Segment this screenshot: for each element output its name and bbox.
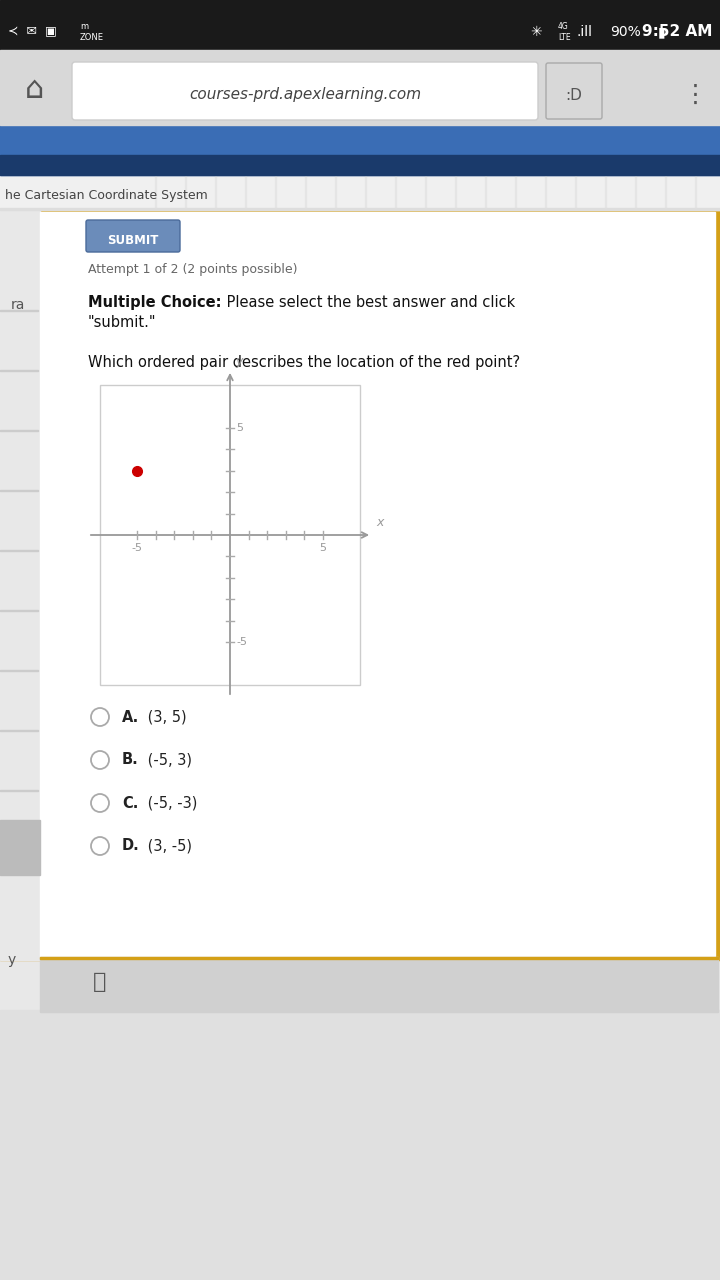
Bar: [365, 175, 366, 207]
Bar: [425, 175, 426, 207]
Text: ≺  ✉  ▣: ≺ ✉ ▣: [8, 26, 57, 38]
Text: (3, 5): (3, 5): [143, 709, 186, 724]
Text: ra: ra: [11, 298, 25, 312]
Text: ⌂: ⌂: [25, 76, 45, 105]
Bar: [215, 175, 216, 207]
Bar: [605, 175, 606, 207]
Text: ✳: ✳: [530, 26, 541, 38]
Bar: [0, 0, 720, 50]
Text: m
ZONE: m ZONE: [80, 22, 104, 42]
Bar: [545, 175, 546, 207]
FancyBboxPatch shape: [72, 61, 538, 120]
Circle shape: [91, 794, 109, 812]
Bar: [695, 175, 696, 207]
Text: ▮: ▮: [658, 26, 665, 38]
Text: x: x: [376, 516, 383, 529]
Bar: [335, 175, 336, 207]
Bar: [0, 1010, 720, 1280]
FancyBboxPatch shape: [546, 63, 602, 119]
Bar: [40, 957, 718, 1012]
Bar: [275, 175, 276, 207]
Text: :D: :D: [566, 87, 582, 102]
Bar: [0, 125, 720, 175]
Text: SUBMIT: SUBMIT: [107, 234, 158, 247]
Bar: [0, 175, 720, 210]
Bar: [0, 820, 40, 876]
Text: 4G
LTE: 4G LTE: [558, 22, 571, 42]
Text: courses-prd.apexlearning.com: courses-prd.apexlearning.com: [189, 87, 421, 102]
Text: D.: D.: [122, 838, 140, 854]
Circle shape: [91, 837, 109, 855]
Circle shape: [91, 708, 109, 726]
Bar: [485, 175, 486, 207]
Bar: [40, 957, 718, 959]
Circle shape: [91, 751, 109, 769]
Text: 90%: 90%: [610, 26, 641, 38]
Text: he Cartesian Coordinate System: he Cartesian Coordinate System: [5, 188, 208, 201]
Bar: [245, 175, 246, 207]
Bar: [635, 175, 636, 207]
Bar: [100, 385, 360, 685]
Bar: [515, 175, 516, 207]
Text: A.: A.: [122, 709, 139, 724]
Text: Attempt 1 of 2 (2 points possible): Attempt 1 of 2 (2 points possible): [88, 264, 297, 276]
Bar: [0, 210, 40, 960]
Text: (3, -5): (3, -5): [143, 838, 192, 854]
Text: 9:52 AM: 9:52 AM: [642, 24, 712, 40]
Bar: [0, 207, 720, 210]
Text: y: y: [235, 355, 243, 369]
Text: -5: -5: [132, 543, 143, 553]
Text: ⋮: ⋮: [683, 83, 708, 108]
Text: C.: C.: [122, 795, 138, 810]
Text: (-5, -3): (-5, -3): [143, 795, 197, 810]
Text: Please select the best answer and click: Please select the best answer and click: [222, 294, 516, 310]
Text: 🖨: 🖨: [94, 972, 107, 992]
Bar: [0, 210, 720, 960]
Text: Which ordered pair describes the location of the red point?: Which ordered pair describes the locatio…: [88, 355, 520, 370]
Text: 5: 5: [320, 543, 326, 553]
Bar: [40, 212, 715, 956]
Bar: [455, 175, 456, 207]
Bar: [305, 175, 306, 207]
Bar: [185, 175, 186, 207]
Bar: [575, 175, 576, 207]
Bar: [395, 175, 396, 207]
Text: (-5, 3): (-5, 3): [143, 753, 192, 768]
Text: .ill: .ill: [576, 26, 592, 38]
Text: -5: -5: [236, 637, 247, 648]
Text: "submit.": "submit.": [88, 315, 156, 330]
FancyBboxPatch shape: [86, 220, 180, 252]
Text: B.: B.: [122, 753, 139, 768]
Bar: [0, 50, 720, 125]
Text: Multiple Choice:: Multiple Choice:: [88, 294, 222, 310]
Bar: [665, 175, 666, 207]
Bar: [0, 155, 720, 175]
Bar: [155, 175, 156, 207]
Text: y: y: [8, 954, 17, 966]
Text: 5: 5: [236, 422, 243, 433]
